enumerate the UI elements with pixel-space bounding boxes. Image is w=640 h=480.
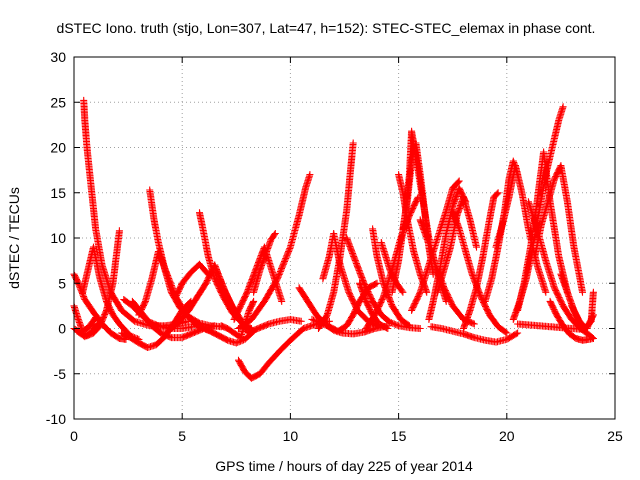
data-series [79, 243, 143, 343]
data-series [369, 225, 413, 330]
data-points [243, 315, 305, 337]
y-tick-label: -5 [54, 366, 67, 382]
data-series [189, 320, 258, 347]
plot-area [70, 96, 597, 382]
x-tick-label: 10 [283, 428, 299, 444]
data-series [172, 260, 212, 301]
data-series [250, 230, 279, 296]
data-series [243, 315, 305, 337]
data-points [434, 193, 480, 296]
data-points [172, 260, 212, 301]
data-points [514, 320, 586, 333]
data-series [514, 320, 586, 333]
data-points [235, 171, 314, 332]
data-points [73, 320, 102, 341]
x-tick-label: 20 [499, 428, 515, 444]
axes-ticks: 0 5 10 15 20 25 -10 -5 0 5 10 15 20 25 30 [46, 49, 623, 444]
y-tick-label: -10 [46, 411, 66, 427]
x-tick-label: 15 [391, 428, 407, 444]
data-series [343, 234, 424, 332]
data-points [250, 230, 279, 296]
data-series [449, 207, 511, 337]
data-points [369, 225, 413, 330]
data-series [434, 193, 480, 296]
data-points [427, 323, 522, 346]
chart-title: dSTEC Iono. truth (stjo, Lon=307, Lat=47… [57, 20, 596, 36]
y-tick-label: 25 [50, 94, 66, 110]
x-tick-label: 25 [607, 428, 623, 444]
y-tick-label: 10 [50, 230, 66, 246]
data-points [189, 320, 258, 347]
data-series [546, 297, 597, 344]
data-points [79, 243, 143, 343]
y-tick-label: 20 [50, 140, 66, 156]
data-series [427, 323, 522, 346]
y-tick-label: 5 [58, 275, 66, 291]
data-points [568, 288, 597, 332]
data-series [315, 139, 357, 332]
data-points [449, 207, 511, 337]
x-tick-label: 5 [178, 428, 186, 444]
data-series [568, 288, 597, 332]
data-points [546, 297, 597, 344]
data-points [343, 234, 424, 332]
data-series [235, 171, 314, 332]
data-points [315, 139, 357, 332]
y-tick-label: 15 [50, 185, 66, 201]
y-axis-label: dSTEC / TECUs [6, 187, 22, 289]
data-series [460, 189, 502, 332]
x-axis-label: GPS time / hours of day 225 of year 2014 [215, 458, 473, 474]
y-tick-label: 30 [50, 49, 66, 65]
data-points [460, 189, 502, 332]
data-series [73, 320, 102, 341]
x-tick-label: 0 [70, 428, 78, 444]
y-tick-label: 0 [58, 321, 66, 337]
